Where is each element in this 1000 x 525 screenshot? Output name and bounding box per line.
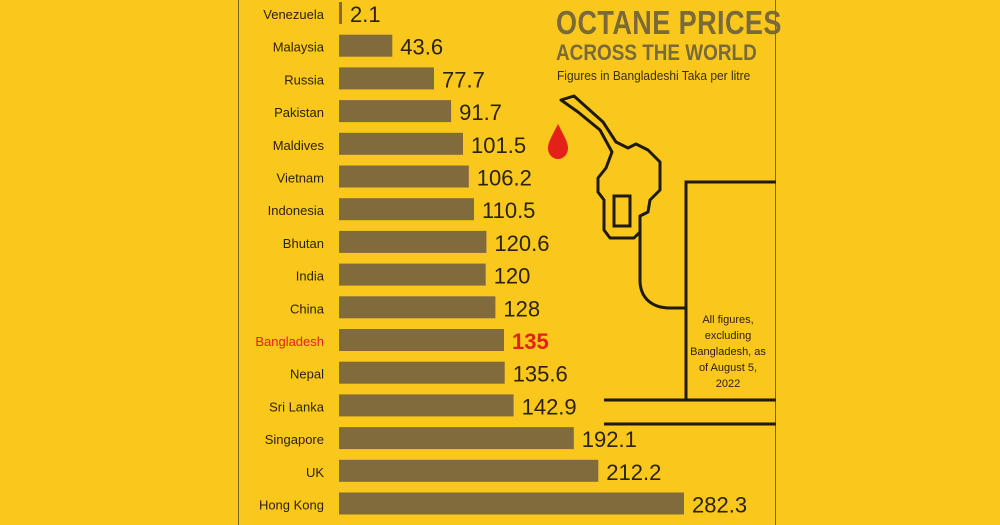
value-label: 110.5 (482, 198, 535, 223)
chart-title-line2: ACROSS THE WORLD (556, 40, 757, 65)
category-label: Singapore (265, 432, 324, 447)
pump-body-outline (684, 180, 776, 400)
bar (339, 198, 474, 221)
value-label: 91.7 (459, 100, 502, 125)
value-label: 135.6 (513, 362, 568, 387)
bar (339, 2, 342, 24)
value-label: 120 (494, 264, 531, 289)
bar (339, 100, 452, 123)
category-label: Malaysia (273, 40, 325, 55)
bar (339, 492, 684, 515)
value-label: 192.1 (582, 427, 637, 452)
category-label: China (290, 301, 325, 316)
value-label: 77.7 (442, 67, 485, 92)
category-label: Sri Lanka (269, 399, 325, 414)
category-label: UK (306, 465, 324, 480)
bar (339, 394, 514, 417)
fuel-nozzle-icon (559, 94, 662, 240)
nozzle-trigger (612, 194, 632, 228)
value-label: 142.9 (522, 394, 577, 419)
value-label: 106.2 (477, 166, 532, 191)
bar (339, 296, 496, 319)
category-label: Russia (284, 72, 325, 87)
chart-title: OCTANE PRICES (556, 4, 782, 41)
category-label: Pakistan (274, 105, 324, 120)
bar (339, 165, 469, 188)
value-label: 101.5 (471, 133, 526, 158)
value-label: 43.6 (400, 35, 443, 60)
bar (339, 263, 486, 286)
value-label: 120.6 (494, 231, 549, 256)
bar (339, 329, 504, 351)
fuel-drop-icon (548, 124, 568, 159)
bar (339, 67, 434, 90)
category-label: Indonesia (268, 203, 325, 218)
category-label: Bangladesh (255, 334, 324, 349)
bar (339, 459, 599, 482)
bar (339, 34, 393, 57)
category-label: Maldives (273, 138, 325, 153)
category-label: India (296, 269, 325, 284)
value-label: 2.1 (350, 2, 381, 27)
pump-hose (638, 232, 686, 310)
category-label: Hong Kong (259, 498, 324, 513)
value-label: 212.2 (606, 460, 661, 485)
category-label: Venezuela (263, 7, 324, 22)
chart-footnote: All figures, excluding Bangladesh, as of… (690, 314, 766, 390)
value-label: 282.3 (692, 493, 747, 518)
chart-panel (238, 0, 776, 525)
bar (339, 132, 463, 155)
category-label: Vietnam (277, 171, 324, 186)
bar (339, 230, 487, 253)
fuel-pump-illustration (548, 94, 776, 426)
pump-base-line (604, 398, 776, 426)
bar (339, 427, 574, 450)
bar (339, 361, 505, 384)
chart-subtitle: Figures in Bangladeshi Taka per litre (557, 68, 751, 83)
category-label: Bhutan (283, 236, 324, 251)
value-label: 135 (512, 329, 549, 354)
category-label: Nepal (290, 367, 324, 382)
value-label: 128 (503, 296, 540, 321)
